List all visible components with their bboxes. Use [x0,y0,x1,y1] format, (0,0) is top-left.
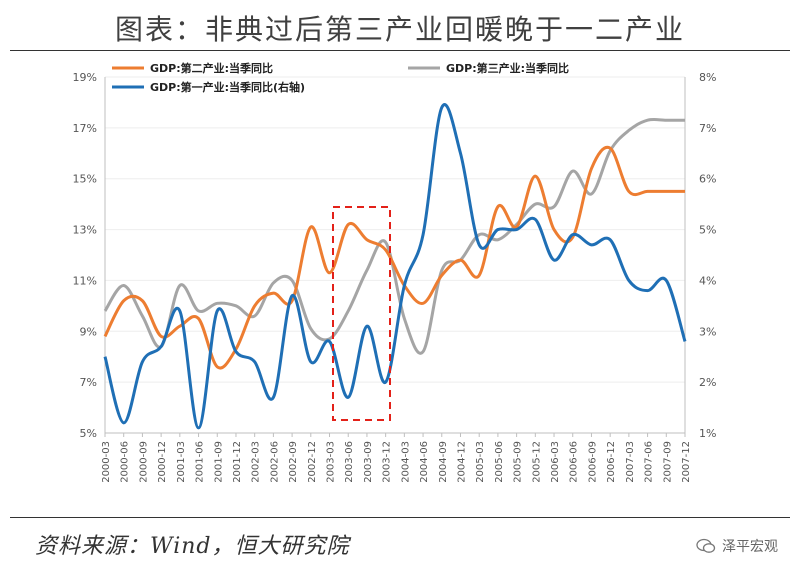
title-rule [10,50,790,51]
x-tick-label: 2004-12 [456,441,467,483]
y-right-tick-label: 5% [699,224,716,237]
x-tick-label: 2003-06 [344,441,355,483]
wechat-icon [696,538,716,553]
legend-label: GDP:第二产业:当季同比 [150,61,273,75]
y-right-tick-label: 8% [699,71,716,84]
x-tick-label: 2001-06 [195,441,206,483]
left-axis: 19% 17% 15% 13% 11% 9% 7% 5% [73,71,106,440]
x-tick-label: 2007-03 [625,441,636,483]
x-tick-label: 2006-03 [550,441,561,483]
x-tick-label: 2005-06 [494,441,505,483]
y-right-tick-label: 4% [699,274,716,287]
x-tick-label: 2002-06 [269,441,280,483]
y-right-tick-label: 6% [699,173,716,186]
watermark: 泽平宏观 [696,536,778,556]
source-rule [10,517,790,518]
y-right-tick-label: 7% [699,122,716,135]
y-left-tick-label: 7% [80,376,97,389]
legend: GDP:第二产业:当季同比 GDP:第三产业:当季同比 GDP:第一产业:当季同比(… [112,61,569,94]
series-lines [103,103,687,430]
x-tick-label: 2005-12 [531,441,542,483]
watermark-text: 泽平宏观 [722,539,778,555]
x-tick-label: 2007-12 [681,441,692,483]
series-line-2 [103,103,687,430]
x-tick-label: 2002-03 [251,441,262,483]
x-tick-label: 2000-12 [157,441,168,483]
x-tick-label: 2000-09 [138,441,149,483]
x-tick-label: 2005-03 [475,441,486,483]
x-axis: 2000-03 2000-06 2000-09 2000-12 2001-03 2001-… [101,432,692,483]
x-tick-label: 2002-12 [307,441,318,483]
x-tick-label: 2003-09 [363,441,374,483]
x-tick-label: 2006-12 [606,441,617,483]
series-line-0 [103,145,685,370]
series-line-1 [103,117,685,355]
x-tick-label: 2004-06 [419,441,430,483]
y-left-tick-label: 9% [80,325,97,338]
x-tick-label: 2005-09 [513,441,524,483]
y-left-tick-label: 5% [80,427,97,440]
x-tick-label: 2000-06 [120,441,131,483]
y-right-tick-label: 1% [699,427,716,440]
x-tick-label: 2001-12 [232,441,243,483]
y-right-tick-label: 2% [699,376,716,389]
y-left-tick-label: 13% [73,224,97,237]
x-tick-label: 2001-09 [213,441,224,483]
x-tick-label: 2000-03 [101,441,112,483]
x-tick-label: 2001-03 [176,441,187,483]
right-axis: 8% 7% 6% 5% 4% 3% 2% 1% [684,71,716,440]
source-note: 资料来源：Wind，恒大研究院 [35,534,350,559]
x-tick-label: 2003-03 [326,441,337,483]
x-tick-label: 2006-06 [569,441,580,483]
x-tick-label: 2007-09 [662,441,673,483]
x-tick-label: 2004-09 [438,441,449,483]
y-left-tick-label: 19% [73,71,97,84]
x-tick-label: 2006-09 [587,441,598,483]
sars-period-highlight-box [332,206,391,421]
gridlines [105,76,685,434]
y-right-tick-label: 3% [699,325,716,338]
y-left-tick-label: 15% [73,173,97,186]
x-tick-label: 2002-09 [288,441,299,483]
y-left-tick-label: 11% [73,274,97,287]
gdp-growth-chart: 19% 17% 15% 13% 11% 9% 7% 5% 8% 7% 6% 5% 4% 3% 2% 1% 2… [73,61,717,483]
x-tick-label: 2007-06 [644,441,655,483]
chart-title: 图表：非典过后第三产业回暖晚于一二产业 [114,13,685,46]
legend-label: GDP:第一产业:当季同比(右轴) [150,80,305,94]
x-tick-label: 2004-03 [400,441,411,483]
legend-label: GDP:第三产业:当季同比 [446,61,569,75]
x-tick-label: 2003-12 [382,441,393,483]
y-left-tick-label: 17% [73,122,97,135]
